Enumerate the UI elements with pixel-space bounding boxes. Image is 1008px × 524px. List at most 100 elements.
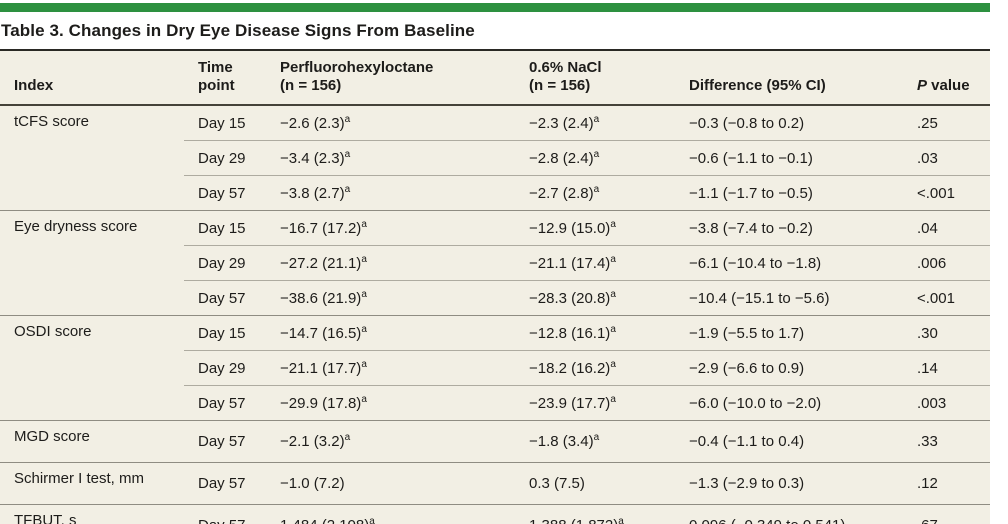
nacl-cell: −1.8 (3.4)a [515, 420, 675, 463]
difference-cell: −6.1 (−10.4 to −1.8) [675, 245, 903, 281]
perfluorohexyloctane-cell: −38.6 (21.9)a [266, 280, 515, 316]
timepoint-cell: Day 57 [184, 420, 266, 463]
table-row: Day 29 −21.1 (17.7)a −18.2 (16.2)a −2.9 (−6… [0, 350, 990, 386]
perfluorohexyloctane-cell: −21.1 (17.7)a [266, 350, 515, 386]
perfluorohexyloctane-cell: −1.0 (7.2) [266, 462, 515, 505]
difference-cell: −0.3 (−0.8 to 0.2) [689, 114, 805, 132]
index-cell: Schirmer I test, mm [0, 462, 184, 505]
footnote-marker: a [610, 358, 616, 370]
footnote-marker: a [618, 516, 624, 524]
difference-cell: −3.8 (−7.4 to −0.2) [675, 210, 903, 246]
table-row: Eye dryness score Day 15 −16.7 (17.2)a −12.… [0, 210, 990, 316]
column-header-3: Perfluorohexyloctane (n = 156) [266, 51, 515, 106]
timepoint-cell: Day 15 [184, 315, 266, 351]
index-cell: MGD score [0, 420, 184, 463]
footnote-marker: a [593, 148, 600, 160]
footnote-marker: a [593, 432, 600, 443]
index-cell: tCFS score [14, 113, 90, 130]
nacl-cell: 1.388 (1.872)a [515, 504, 675, 524]
table-row: MGD score Day 57 −2.1 (3.2)a −1.8 (3.4)a −0.… [0, 420, 990, 463]
column-header-4: 0.6% NaCl (n = 156) [515, 51, 675, 106]
timepoint-cell: Day 57 [184, 280, 266, 316]
timepoint-cell: Day 57 [184, 385, 266, 421]
difference-cell: −1.3 (−2.9 to 0.3) [675, 462, 903, 505]
timepoint-cell: Day 57 [184, 504, 266, 524]
perfluorohexyloctane-cell: 1.484 (2.108)a [266, 504, 515, 524]
timepoint-cell: Day 15 [184, 210, 266, 246]
table-row: Day 57 −38.6 (21.9)a −28.3 (20.8)a −10.4 (−… [0, 280, 990, 316]
difference-cell: −6.0 (−10.0 to −2.0) [675, 385, 903, 421]
table-row: OSDI score Day 15 −14.7 (16.5)a −12.8 (16.1… [0, 315, 990, 421]
index-cell: OSDI score [0, 315, 184, 421]
table-container: Index Time point Perfluorohexyloctane (n = 1… [0, 49, 990, 524]
footnote-marker: a [610, 253, 616, 265]
footnote-marker: a [593, 183, 600, 195]
nacl-cell: −12.8 (16.1)a [515, 315, 675, 351]
timepoint-cell: Day 29 [184, 140, 266, 176]
column-header-1: Index [0, 51, 184, 106]
column-header-6: P value [903, 51, 990, 106]
table-header: Index Time point Perfluorohexyloctane (n = 1… [0, 51, 990, 106]
difference-cell: −2.9 (−6.6 to 0.9) [675, 350, 903, 386]
perfluorohexyloctane-cell: −14.7 (16.5)a [266, 315, 515, 351]
perfluorohexyloctane-cell: −2.6 (2.3)a [280, 113, 351, 132]
nacl-cell: −12.9 (15.0)a [515, 210, 675, 246]
footnote-marker: a [361, 358, 367, 370]
footnote-marker: a [361, 393, 367, 405]
perfluorohexyloctane-cell: −16.7 (17.2)a [266, 210, 515, 246]
table-row: Day 57 −3.8 (2.7)a −2.7 (2.8)a −1.1 (−1.7 t… [0, 175, 990, 211]
table-row: TFBUT, sDay 571.484 (2.108)a1.388 (1.872… [0, 504, 990, 524]
pvalue-cell: .12 [903, 462, 990, 505]
difference-cell: −1.1 (−1.7 to −0.5) [675, 175, 903, 211]
footnote-marker: a [610, 288, 616, 300]
difference-cell: −0.6 (−1.1 to −0.1) [675, 140, 903, 176]
table-header-row: Index Time point Perfluorohexyloctane (n = 1… [0, 51, 990, 106]
footnote-marker: a [610, 323, 616, 335]
pvalue-cell: .30 [903, 315, 990, 351]
timepoint-cell: Day 29 [184, 245, 266, 281]
table-row: Day 29 −3.4 (2.3)a −2.8 (2.4)a −0.6 (−1.1 t… [0, 140, 990, 176]
nacl-cell: −21.1 (17.4)a [515, 245, 675, 281]
nacl-cell: −28.3 (20.8)a [515, 280, 675, 316]
pvalue-cell: .33 [903, 420, 990, 463]
footnote-marker: a [610, 393, 616, 405]
accent-bar [0, 3, 990, 12]
footnote-marker: a [361, 253, 367, 265]
pvalue-cell: .003 [903, 385, 990, 421]
column-header-2: Time point [184, 51, 266, 106]
timepoint-cell: Day 57 [184, 462, 266, 505]
table-body: tCFS score Day 15 −2.6 (2.3)a −2.3 (2.4)a −0… [0, 105, 990, 524]
table-row: Day 29 −27.2 (21.1)a −21.1 (17.4)a −6.1 (−1… [0, 245, 990, 281]
data-table: Index Time point Perfluorohexyloctane (n = 1… [0, 51, 990, 524]
pvalue-cell: .67 [903, 504, 990, 524]
index-cell: TFBUT, s [0, 504, 184, 524]
footnote-marker: a [361, 288, 367, 300]
index-cell: Eye dryness score [0, 210, 184, 316]
pvalue-cell: .04 [903, 210, 990, 246]
footnote-marker: a [369, 516, 375, 524]
difference-cell: −10.4 (−15.1 to −5.6) [675, 280, 903, 316]
nacl-cell: −18.2 (16.2)a [515, 350, 675, 386]
footnote-marker: a [344, 432, 351, 443]
pvalue-cell: .14 [903, 350, 990, 386]
table-title: Table 3. Changes in Dry Eye Disease Sign… [1, 21, 475, 40]
nacl-cell: −2.8 (2.4)a [515, 140, 675, 176]
timepoint-cell: Day 15 [198, 114, 246, 132]
difference-cell: −0.4 (−1.1 to 0.4) [675, 420, 903, 463]
nacl-cell: −2.7 (2.8)a [515, 175, 675, 211]
difference-cell: −1.9 (−5.5 to 1.7) [675, 315, 903, 351]
timepoint-cell: Day 57 [184, 175, 266, 211]
table-row: Schirmer I test, mm Day 57 −1.0 (7.2) 0.3 (… [0, 462, 990, 505]
footnote-marker: a [361, 218, 367, 230]
pvalue-cell: .006 [903, 245, 990, 281]
perfluorohexyloctane-cell: −3.8 (2.7)a [266, 175, 515, 211]
pvalue-cell: <.001 [903, 175, 990, 211]
footnote-marker: a [593, 113, 600, 125]
footnote-marker: a [344, 148, 351, 160]
perfluorohexyloctane-cell: −29.9 (17.8)a [266, 385, 515, 421]
nacl-cell: −2.3 (2.4)a [529, 113, 600, 132]
table-row: tCFS score Day 15 −2.6 (2.3)a −2.3 (2.4)a −0… [0, 105, 990, 141]
pvalue-cell: .25 [917, 114, 938, 132]
perfluorohexyloctane-cell: −3.4 (2.3)a [266, 140, 515, 176]
